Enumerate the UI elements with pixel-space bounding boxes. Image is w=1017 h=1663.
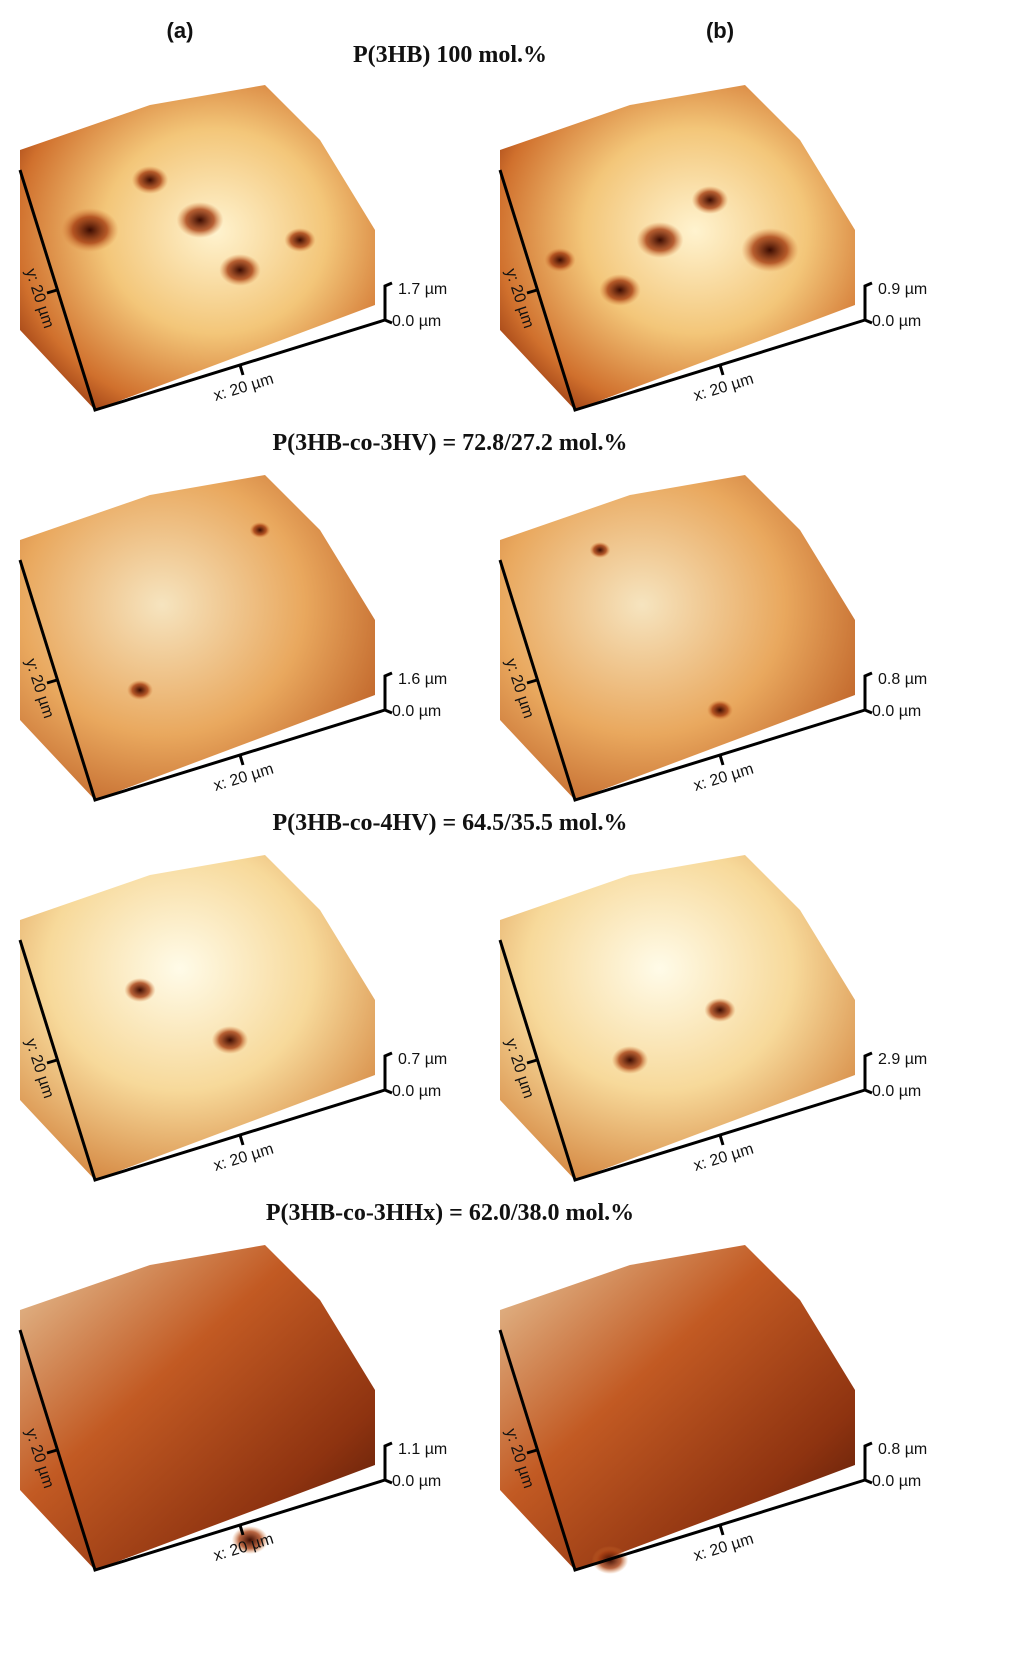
surface-pit — [132, 166, 168, 194]
afm-panel: y: 20 µmx: 20 µm0.8 µm0.0 µm — [500, 1245, 927, 1574]
x-axis-label: x: 20 µm — [212, 371, 276, 405]
z-max-label: 0.9 µm — [878, 281, 927, 298]
axis-tick — [720, 1135, 723, 1145]
figure: (a) (b) P(3HB) 100 mol.%y: 20 µmx: 20 µm… — [0, 0, 1017, 1663]
row-title: P(3HB-co-3HHx) = 62.0/38.0 mol.% — [266, 1200, 634, 1226]
x-axis-label: x: 20 µm — [212, 761, 276, 795]
axis-tick — [240, 755, 243, 765]
z-scale — [865, 1053, 872, 1093]
z-min-label: 0.0 µm — [392, 1083, 441, 1100]
surface-pit — [250, 522, 271, 538]
z-scale — [385, 1053, 392, 1093]
z-min-label: 0.0 µm — [872, 1473, 921, 1490]
surface — [20, 1245, 375, 1570]
surface-pit — [637, 222, 684, 258]
row-title: P(3HB) 100 mol.% — [353, 42, 547, 68]
z-max-label: 0.8 µm — [878, 671, 927, 688]
z-max-label: 1.7 µm — [398, 281, 447, 298]
z-min-label: 0.0 µm — [872, 313, 921, 330]
x-axis-label: x: 20 µm — [692, 371, 756, 405]
surface-pit — [599, 274, 641, 306]
surface — [500, 1245, 855, 1570]
column-label: (a) — [167, 18, 194, 43]
z-max-label: 1.1 µm — [398, 1441, 447, 1458]
z-scale — [385, 1443, 392, 1483]
row-title: P(3HB-co-3HV) = 72.8/27.2 mol.% — [273, 430, 628, 456]
afm-panel: y: 20 µmx: 20 µm2.9 µm0.0 µm — [500, 855, 927, 1180]
z-max-label: 0.8 µm — [878, 1441, 927, 1458]
surface-pit — [544, 248, 575, 272]
afm-panel: y: 20 µmx: 20 µm0.9 µm0.0 µm — [500, 85, 927, 410]
surface-pit — [212, 1026, 248, 1054]
surface-pit — [127, 680, 153, 700]
surface-pit — [612, 1046, 648, 1074]
z-scale — [385, 673, 392, 713]
x-axis-label: x: 20 µm — [212, 1141, 276, 1175]
axis-tick — [240, 1135, 243, 1145]
surface-pit — [219, 254, 261, 286]
surface-pit — [692, 186, 728, 214]
axis-tick — [720, 1525, 723, 1535]
afm-panel: y: 20 µmx: 20 µm1.7 µm0.0 µm — [20, 85, 447, 410]
surface — [500, 475, 855, 800]
z-scale — [865, 1443, 872, 1483]
axis-tick — [240, 365, 243, 375]
surface-pit — [284, 228, 315, 252]
z-scale — [385, 283, 392, 323]
z-min-label: 0.0 µm — [392, 1473, 441, 1490]
afm-panel: y: 20 µmx: 20 µm1.1 µm0.0 µm — [20, 1245, 447, 1570]
surface-pit — [741, 228, 798, 272]
surface-pit — [124, 978, 155, 1002]
z-min-label: 0.0 µm — [872, 703, 921, 720]
row-title: P(3HB-co-4HV) = 64.5/35.5 mol.% — [273, 810, 628, 836]
page: {"columns": ["(a)", "(b)"], "rows": [ {"… — [0, 0, 1017, 1663]
afm-panel: y: 20 µmx: 20 µm0.7 µm0.0 µm — [20, 855, 447, 1180]
surface-pit — [61, 208, 118, 252]
surface-pit — [704, 998, 735, 1022]
z-min-label: 0.0 µm — [392, 313, 441, 330]
column-label: (b) — [706, 18, 734, 43]
x-axis-label: x: 20 µm — [692, 761, 756, 795]
z-scale — [865, 283, 872, 323]
z-min-label: 0.0 µm — [392, 703, 441, 720]
surface — [20, 855, 375, 1180]
afm-panel: y: 20 µmx: 20 µm1.6 µm0.0 µm — [20, 475, 447, 800]
z-max-label: 1.6 µm — [398, 671, 447, 688]
x-axis-label: x: 20 µm — [692, 1141, 756, 1175]
x-axis-label: x: 20 µm — [692, 1531, 756, 1565]
surface — [20, 475, 375, 800]
surface-pit — [590, 542, 611, 558]
z-scale — [865, 673, 872, 713]
z-max-label: 0.7 µm — [398, 1051, 447, 1068]
z-max-label: 2.9 µm — [878, 1051, 927, 1068]
axis-tick — [720, 755, 723, 765]
z-min-label: 0.0 µm — [872, 1083, 921, 1100]
axis-tick — [720, 365, 723, 375]
surface — [500, 855, 855, 1180]
surface-pit — [707, 700, 733, 720]
afm-panel: y: 20 µmx: 20 µm0.8 µm0.0 µm — [500, 475, 927, 800]
surface-pit — [177, 202, 224, 238]
